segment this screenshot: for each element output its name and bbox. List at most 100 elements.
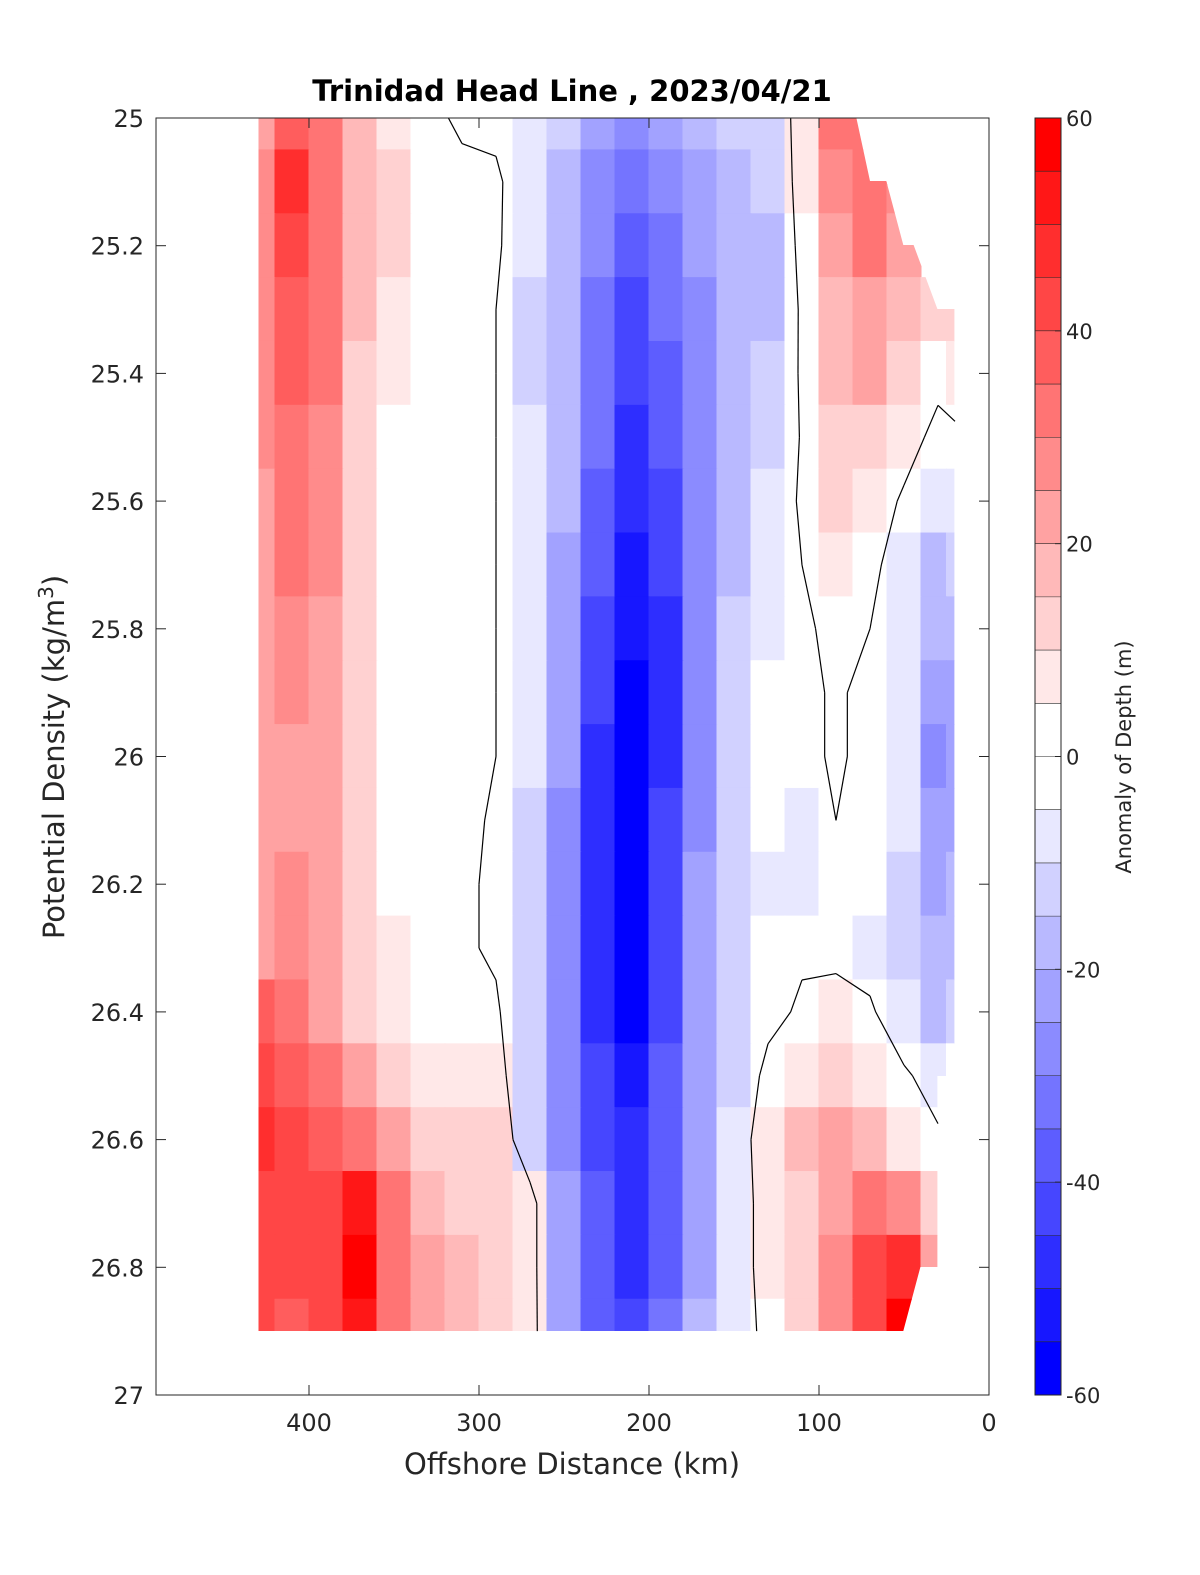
- contour-cell: [648, 851, 684, 917]
- contour-cell: [920, 787, 947, 853]
- contour-cell: [920, 596, 947, 662]
- contour-cell: [444, 851, 480, 917]
- contour-cell: [682, 851, 718, 917]
- colorbar-band: [1035, 437, 1061, 491]
- contour-cell: [258, 1298, 276, 1331]
- contour-cell: [274, 532, 310, 598]
- y-tick-label: 25: [113, 105, 144, 133]
- contour-cell: [614, 340, 650, 406]
- colorbar-band: [1035, 490, 1061, 544]
- contour-cell: [716, 787, 752, 853]
- contour-cell: [376, 787, 412, 853]
- contour-cell: [784, 1234, 820, 1300]
- zero-contour-segment: [447, 118, 463, 144]
- contour-cell: [342, 532, 378, 598]
- contour-cell: [444, 1171, 480, 1236]
- zero-contour-segment: [790, 979, 803, 1013]
- contour-cell: [648, 787, 684, 853]
- colorbar-tick-label: 60: [1066, 107, 1093, 131]
- contour-cell: [546, 213, 582, 279]
- contour-cell: [750, 724, 786, 789]
- contour-cell: [376, 118, 412, 151]
- contour-cell: [274, 1107, 310, 1173]
- contour-cell: [376, 1107, 412, 1173]
- contour-cell: [274, 340, 310, 406]
- contour-cell: [376, 1234, 412, 1300]
- contour-cell: [886, 1107, 922, 1173]
- contour-cell: [580, 213, 616, 279]
- zero-contour-segment: [797, 373, 800, 438]
- contour-cell: [308, 277, 344, 342]
- contour-cell: [444, 149, 480, 215]
- contour-cell: [478, 213, 514, 279]
- contour-cell: [682, 724, 718, 789]
- contour-cell: [546, 277, 582, 342]
- contour-cell: [478, 118, 514, 151]
- contour-cell: [750, 1107, 786, 1173]
- contour-cell: [716, 724, 752, 789]
- contour-cell: [546, 1234, 582, 1300]
- contour-cell: [376, 213, 412, 279]
- contour-cell: [784, 787, 820, 853]
- contour-cell: [852, 532, 888, 598]
- contour-cell: [546, 340, 582, 406]
- x-tick-label: 100: [796, 1409, 842, 1437]
- contour-cell: [648, 724, 684, 789]
- contour-cell: [546, 851, 582, 917]
- contour-cell: [716, 596, 752, 662]
- contour-cell: [258, 915, 276, 981]
- contour-cell: [512, 1043, 548, 1109]
- contour-cell: [716, 1234, 752, 1300]
- contour-cell: [580, 1234, 616, 1300]
- zero-contour-segment: [801, 564, 817, 629]
- contour-cell: [818, 532, 854, 598]
- contour-cell: [308, 1107, 344, 1173]
- contour-cell: [444, 1234, 480, 1300]
- contour-cell: [308, 468, 344, 534]
- contour-cell: [546, 787, 582, 853]
- y-tick-label: 25.8: [91, 616, 144, 644]
- contour-cell: [946, 277, 955, 342]
- contour-cell: [750, 1171, 786, 1236]
- colorbar-band: [1035, 703, 1061, 757]
- contour-cell: [258, 1043, 276, 1109]
- contour-cell: [308, 213, 344, 279]
- contour-cell: [614, 213, 650, 279]
- contour-cell: [546, 118, 582, 151]
- contour-cell: [716, 404, 752, 470]
- contour-cell: [410, 1171, 446, 1236]
- contour-cell: [648, 404, 684, 470]
- contour-cell: [946, 851, 955, 917]
- contour-cell: [274, 404, 310, 470]
- contour-cell: [444, 118, 480, 151]
- contour-cell: [886, 340, 922, 406]
- contour-cell: [342, 340, 378, 406]
- contour-cell: [342, 404, 378, 470]
- contour-cell: [444, 213, 480, 279]
- contour-cell: [784, 724, 820, 789]
- contour-cell: [512, 404, 548, 470]
- contour-cell: [946, 724, 955, 789]
- colorbar-tick-label: -60: [1066, 1384, 1100, 1408]
- contour-cell: [580, 1107, 616, 1173]
- contour-cell: [946, 468, 955, 534]
- contour-cell: [342, 149, 378, 215]
- contour-cell: [274, 149, 310, 215]
- contour-cell: [716, 979, 752, 1045]
- zero-contour-segment: [752, 1267, 758, 1332]
- contour-cell: [750, 532, 786, 598]
- contour-cell: [818, 277, 854, 342]
- contour-cell: [308, 1298, 344, 1331]
- zero-contour-segment: [461, 142, 497, 157]
- contour-cell: [580, 1298, 616, 1331]
- contour-cell: [512, 724, 548, 789]
- zero-contour-segment: [512, 1139, 531, 1183]
- contour-cell: [580, 1043, 616, 1109]
- contour-cell: [580, 596, 616, 662]
- contour-cell: [308, 149, 344, 215]
- contour-cell: [920, 340, 947, 406]
- colorbar-band: [1035, 330, 1061, 385]
- contour-cell: [410, 724, 446, 789]
- contour-cell: [750, 596, 786, 662]
- contour-cell: [946, 1043, 955, 1109]
